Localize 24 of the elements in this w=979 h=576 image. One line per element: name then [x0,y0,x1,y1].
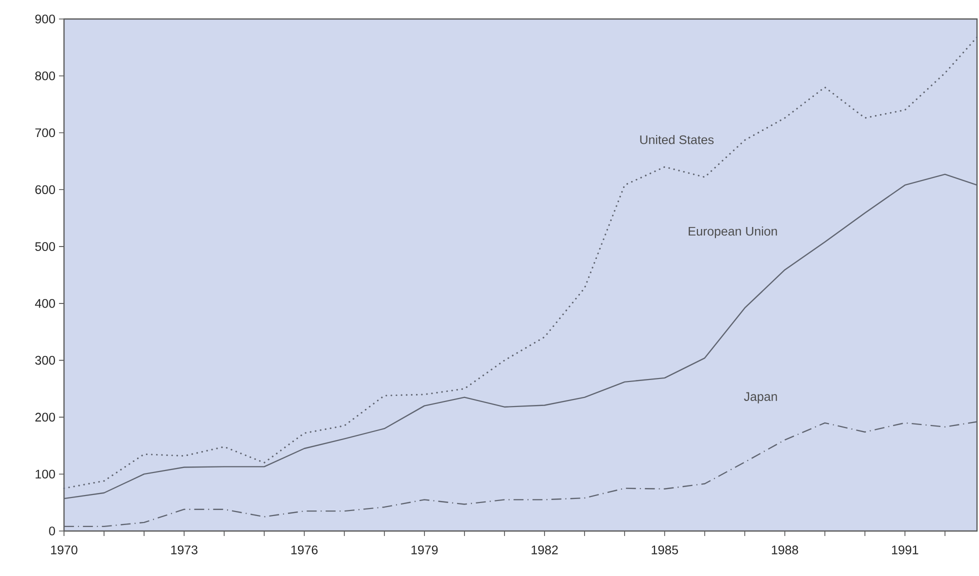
y-tick-label: 0 [49,526,56,536]
x-tick-label: 1979 [412,546,438,554]
x-tick-label: 1973 [171,546,198,554]
y-tick-label: 500 [35,242,56,251]
x-tick-label: 1985 [652,546,678,554]
x-tick-label: 1988 [772,546,798,554]
y-tick-label: 900 [35,14,56,24]
y-tick-label: 800 [35,71,56,80]
y-tick-label: 100 [36,470,56,479]
y-tick-label: 200 [35,412,56,422]
x-tick-label: 1970 [51,546,78,554]
x-tick-label: 1991 [892,546,918,554]
y-tick-label: 600 [35,185,56,194]
x-tick-label: 1982 [532,546,558,554]
x-tick-label: 1976 [291,546,318,554]
line-series [63,421,978,528]
text: Japan [744,392,777,404]
y-tick-label: 700 [35,128,56,138]
y-tick-label: 300 [35,356,56,365]
text: European Union [688,226,777,238]
y-tick-label: 400 [35,299,56,308]
line-series [63,36,978,490]
line-series [63,174,978,500]
series-label: United States [640,135,714,144]
